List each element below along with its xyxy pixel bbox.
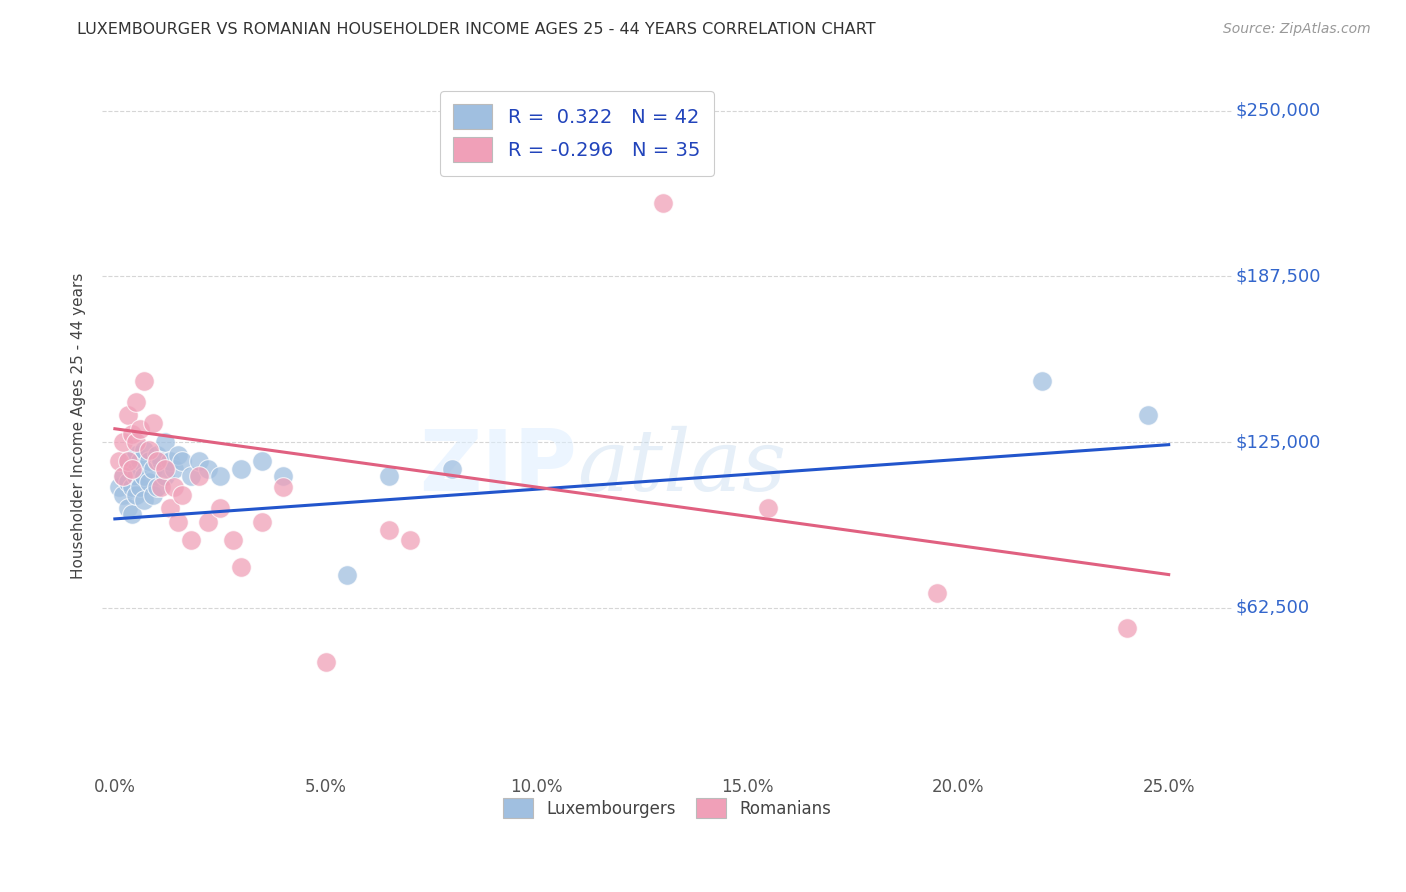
Point	[172, 488, 194, 502]
Point	[138, 475, 160, 489]
Point	[925, 586, 948, 600]
Point	[252, 515, 274, 529]
Point	[125, 448, 148, 462]
Point	[167, 515, 190, 529]
Point	[121, 427, 143, 442]
Point	[273, 480, 295, 494]
Point	[108, 480, 131, 494]
Text: $125,000: $125,000	[1236, 433, 1320, 451]
Point	[180, 533, 202, 548]
Text: ZIP: ZIP	[419, 425, 576, 508]
Point	[121, 507, 143, 521]
Point	[129, 422, 152, 436]
Legend: Luxembourgers, Romanians: Luxembourgers, Romanians	[496, 792, 838, 824]
Point	[197, 461, 219, 475]
Point	[125, 469, 148, 483]
Point	[129, 453, 152, 467]
Point	[188, 453, 211, 467]
Point	[146, 480, 169, 494]
Point	[209, 501, 232, 516]
Point	[756, 501, 779, 516]
Point	[150, 480, 173, 494]
Point	[146, 448, 169, 462]
Text: $62,500: $62,500	[1236, 599, 1309, 616]
Point	[117, 475, 139, 489]
Point	[121, 461, 143, 475]
Point	[159, 453, 181, 467]
Point	[117, 501, 139, 516]
Point	[399, 533, 422, 548]
Point	[125, 435, 148, 450]
Point	[121, 480, 143, 494]
Text: LUXEMBOURGER VS ROMANIAN HOUSEHOLDER INCOME AGES 25 - 44 YEARS CORRELATION CHART: LUXEMBOURGER VS ROMANIAN HOUSEHOLDER INC…	[77, 22, 876, 37]
Point	[172, 453, 194, 467]
Y-axis label: Householder Income Ages 25 - 44 years: Householder Income Ages 25 - 44 years	[72, 272, 86, 579]
Point	[125, 395, 148, 409]
Point	[188, 469, 211, 483]
Point	[112, 469, 135, 483]
Point	[129, 480, 152, 494]
Point	[112, 469, 135, 483]
Point	[315, 655, 337, 669]
Point	[197, 515, 219, 529]
Point	[180, 469, 202, 483]
Text: Source: ZipAtlas.com: Source: ZipAtlas.com	[1223, 22, 1371, 37]
Point	[138, 453, 160, 467]
Point	[273, 469, 295, 483]
Point	[441, 461, 464, 475]
Point	[150, 453, 173, 467]
Point	[117, 453, 139, 467]
Point	[108, 453, 131, 467]
Point	[155, 469, 177, 483]
Point	[252, 453, 274, 467]
Point	[163, 480, 186, 494]
Point	[134, 442, 156, 457]
Point	[167, 448, 190, 462]
Point	[1115, 621, 1137, 635]
Point	[209, 469, 232, 483]
Point	[117, 409, 139, 423]
Point	[117, 453, 139, 467]
Point	[159, 501, 181, 516]
Text: $187,500: $187,500	[1236, 268, 1320, 285]
Point	[112, 488, 135, 502]
Point	[112, 435, 135, 450]
Point	[125, 488, 148, 502]
Point	[378, 469, 401, 483]
Text: $250,000: $250,000	[1236, 102, 1320, 120]
Point	[231, 559, 253, 574]
Point	[134, 469, 156, 483]
Point	[142, 488, 165, 502]
Point	[134, 374, 156, 388]
Text: atlas: atlas	[576, 425, 786, 508]
Point	[378, 523, 401, 537]
Point	[1031, 374, 1053, 388]
Point	[142, 417, 165, 431]
Point	[134, 493, 156, 508]
Point	[142, 461, 165, 475]
Point	[121, 461, 143, 475]
Point	[155, 435, 177, 450]
Point	[155, 461, 177, 475]
Point	[138, 442, 160, 457]
Point	[336, 567, 359, 582]
Point	[1136, 409, 1159, 423]
Point	[146, 453, 169, 467]
Point	[163, 461, 186, 475]
Point	[651, 196, 673, 211]
Point	[222, 533, 245, 548]
Point	[231, 461, 253, 475]
